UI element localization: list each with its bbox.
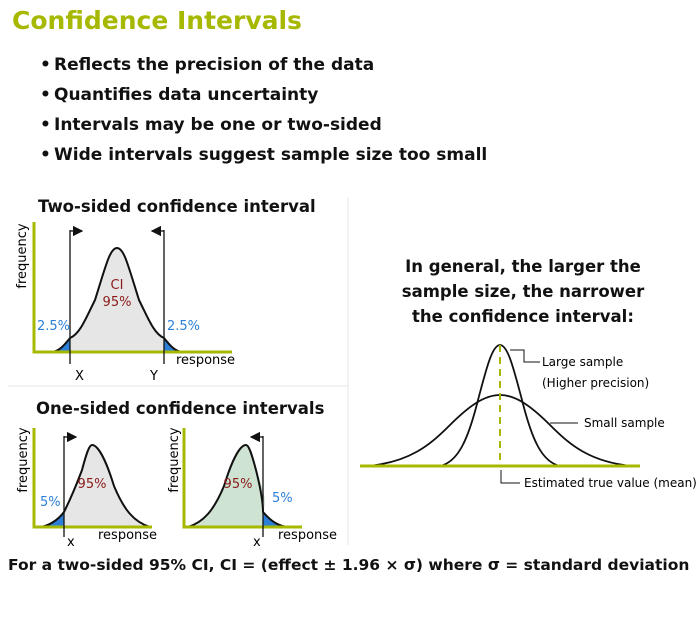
bullet-text: Intervals may be one or two-sided bbox=[54, 115, 382, 135]
bullet-item: • Reflects the precision of the data bbox=[40, 55, 375, 75]
bullet-text: Wide intervals suggest sample size too s… bbox=[54, 145, 488, 165]
bullet-list: • Reflects the precision of the data • Qua… bbox=[40, 54, 487, 174]
bullet-item: • Quantifies data uncertainty bbox=[40, 85, 319, 105]
mean-label: Estimated true value (mean) bbox=[524, 476, 697, 490]
one-sided-lower-diagram: frequency response 95% 5% x bbox=[16, 427, 157, 550]
axes bbox=[32, 222, 232, 354]
sample-size-diagram: Large sample (Higher precision) Small sa… bbox=[360, 344, 697, 490]
small-sample-label: Small sample bbox=[584, 416, 665, 430]
ci-percent: 95% bbox=[103, 295, 132, 310]
axes bbox=[32, 428, 152, 529]
tail-area bbox=[38, 512, 64, 527]
general-statement: In general, the larger the sample size, … bbox=[401, 257, 645, 326]
large-sample-leader bbox=[510, 349, 540, 363]
ci-area bbox=[64, 445, 150, 527]
ci-label: CI bbox=[111, 278, 124, 293]
slide-title: Confidence Intervals bbox=[12, 6, 302, 35]
right-tail-percent: 2.5% bbox=[167, 319, 200, 334]
x-axis-label: response bbox=[278, 528, 337, 543]
one-sided-upper-diagram: frequency response 95% 5% x bbox=[167, 427, 337, 550]
y-axis-label: frequency bbox=[15, 223, 30, 289]
tail-percent: 5% bbox=[272, 491, 293, 506]
x-axis-label: response bbox=[176, 353, 235, 368]
upper-bound-label: Y bbox=[149, 369, 158, 384]
bound-label: x bbox=[253, 535, 261, 550]
right-tail-area bbox=[164, 338, 182, 352]
ci-percent: 95% bbox=[78, 477, 107, 492]
bullet-item: • Intervals may be one or two-sided bbox=[40, 115, 382, 135]
tail-area bbox=[263, 512, 290, 527]
ci-area bbox=[70, 248, 164, 352]
tail-percent: 5% bbox=[40, 495, 61, 510]
one-sided-heading: One-sided confidence intervals bbox=[36, 399, 325, 418]
two-sided-diagram: frequency response CI 95% 2.5% 2.5% X Y bbox=[15, 222, 235, 384]
left-tail-area bbox=[52, 338, 70, 352]
bell-curve bbox=[187, 443, 291, 528]
ci-formula: For a two-sided 95% CI, CI = (effect ± 1… bbox=[8, 556, 690, 574]
bound-label: x bbox=[67, 535, 75, 550]
y-axis-label: frequency bbox=[167, 427, 182, 493]
bullet-item: • Wide intervals suggest sample size too … bbox=[40, 145, 488, 165]
ci-area bbox=[188, 445, 265, 527]
x-axis-label: response bbox=[98, 528, 157, 543]
bullet-text: Reflects the precision of the data bbox=[54, 55, 375, 75]
bullet-text: Quantifies data uncertainty bbox=[54, 85, 319, 105]
ci-percent: 95% bbox=[224, 477, 253, 492]
left-tail-percent: 2.5% bbox=[37, 319, 70, 334]
two-sided-heading: Two-sided confidence interval bbox=[38, 197, 316, 216]
bell-curve bbox=[37, 443, 151, 528]
lower-bound-label: X bbox=[75, 369, 84, 384]
y-axis-label: frequency bbox=[16, 427, 31, 493]
mean-leader bbox=[500, 470, 520, 484]
large-sample-label: Large sample bbox=[542, 355, 623, 369]
large-sample-sublabel: (Higher precision) bbox=[542, 376, 649, 390]
